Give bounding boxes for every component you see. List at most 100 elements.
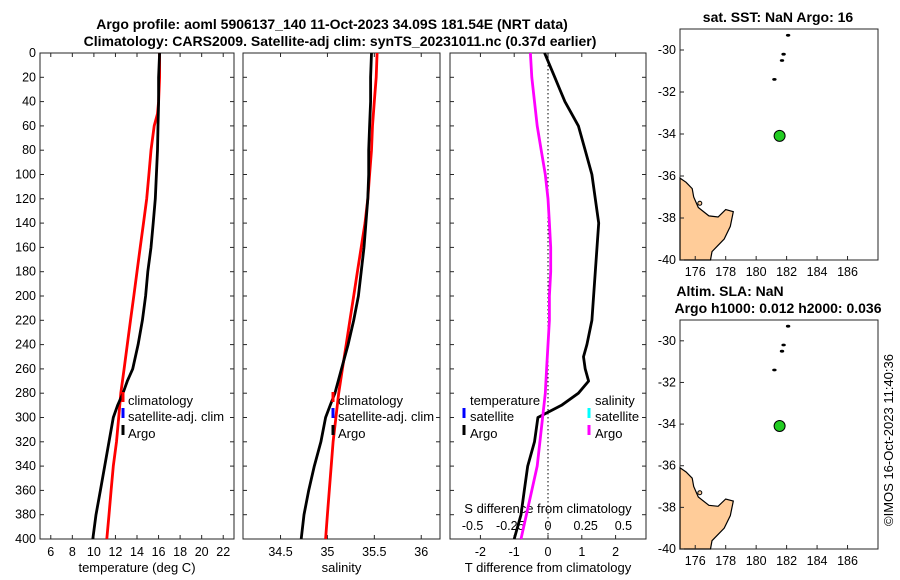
series-line-argo	[299, 52, 373, 540]
y-tick-label: -32	[658, 375, 676, 389]
x-tick-label: 182	[776, 554, 797, 568]
legend-label: Argo	[470, 426, 497, 441]
x-tick-label: 12	[108, 545, 122, 559]
legend-label: Argo	[595, 426, 622, 441]
x-tick-label: -2	[475, 545, 486, 559]
legend-label: satellite	[470, 409, 514, 424]
x-tick-label: 16	[152, 545, 166, 559]
legend-label: satellite	[595, 409, 639, 424]
island-dot	[781, 52, 786, 56]
x-tick-label: 36	[414, 545, 428, 559]
island-dot	[781, 343, 786, 347]
legend-label: temperature	[470, 393, 540, 408]
legend-label: satellite-adj. clim	[338, 409, 434, 424]
island-dot	[772, 78, 777, 81]
island-dot	[785, 324, 791, 328]
legend-label: Argo	[128, 426, 155, 441]
x-tick-label: 184	[807, 554, 828, 568]
x-tick-label: 186	[837, 265, 858, 279]
x-tick-label: 35.5	[362, 545, 386, 559]
x-tick-label: 182	[776, 265, 797, 279]
plot-frame	[242, 52, 441, 540]
legend-label: Argo	[338, 426, 365, 441]
x-tick-label: 34.5	[268, 545, 292, 559]
map2-title-line-2: Argo h1000: 0.012 h2000: 0.036	[674, 300, 881, 316]
map-altim-panel: 176 178 180 182 184 186 -30 -32 -34 -36 -38 -40	[658, 319, 879, 568]
x-tick-label: 8	[69, 545, 76, 559]
top-tick-label: 0	[545, 519, 552, 533]
y-tick-label: 320	[15, 435, 36, 449]
x-tick-label: 178	[715, 554, 736, 568]
legend-label: satellite-adj. clim	[128, 409, 224, 424]
x-tick-label: 35	[320, 545, 334, 559]
top-tick-label: -0.5	[462, 519, 484, 533]
y-tick-label: 260	[15, 362, 36, 376]
x-axis-label: salinity	[322, 560, 362, 575]
y-tick-label: 240	[15, 338, 36, 352]
y-tick-label: 400	[15, 532, 36, 546]
top-axis-label: S difference from climatology	[464, 501, 632, 516]
legend-label: climatology	[338, 393, 404, 408]
float-marker	[773, 420, 786, 432]
y-tick-label: 220	[15, 313, 36, 327]
y-tick-label: 100	[15, 168, 36, 182]
x-tick-label: 22	[216, 545, 230, 559]
map1-title: sat. SST: NaN Argo: 16	[703, 9, 854, 25]
x-axis-label: temperature (deg C)	[78, 560, 195, 575]
y-tick-label: 40	[22, 95, 36, 109]
y-tick-label: -36	[658, 459, 676, 473]
x-tick-label: 184	[807, 265, 828, 279]
y-tick-label: 60	[22, 119, 36, 133]
series-line-s-difference-argo	[519, 52, 553, 540]
x-tick-label: 18	[173, 545, 187, 559]
y-tick-label: 180	[15, 265, 36, 279]
y-tick-label: 80	[22, 143, 36, 157]
y-tick-label: 160	[15, 240, 36, 254]
map-sst-panel: 176 178 180 182 184 186 -30 -32 -34 -36 -38 -40	[658, 28, 879, 279]
y-tick-label: -30	[658, 334, 676, 348]
x-axis-label: T difference from climatology	[465, 560, 632, 575]
map2-title-line-1: Altim. SLA: NaN	[676, 283, 783, 299]
island-dot	[779, 349, 785, 353]
top-tick-label: 0.25	[574, 519, 598, 533]
y-tick-label: 340	[15, 459, 36, 473]
y-tick-label: -34	[658, 417, 676, 431]
land-mass	[679, 466, 735, 550]
x-tick-label: 180	[746, 554, 767, 568]
y-tick-label: -40	[658, 253, 676, 267]
y-tick-label: 140	[15, 216, 36, 230]
watermark: ©IMOS 16-Oct-2023 11:40:36	[881, 354, 896, 526]
x-tick-label: 20	[195, 545, 209, 559]
salinity-panel: 34.5 35 35.5 36 salinity climatologysatellite…	[242, 52, 441, 575]
y-tick-label: 360	[15, 483, 36, 497]
y-tick-label: 120	[15, 192, 36, 206]
island-dot	[772, 368, 777, 372]
y-tick-label: 200	[15, 289, 36, 303]
x-tick-label: 178	[715, 265, 736, 279]
legend-label: salinity	[595, 393, 635, 408]
x-tick-label: 176	[685, 265, 706, 279]
x-tick-label: 1	[578, 545, 585, 559]
title-line-1: Argo profile: aoml 5906137_140 11-Oct-20…	[96, 16, 568, 32]
legend-label: climatology	[128, 393, 194, 408]
series-line-climatology	[105, 53, 162, 540]
x-tick-label: 176	[685, 554, 706, 568]
x-tick-label: 2	[612, 545, 619, 559]
top-tick-label: 0.5	[615, 519, 632, 533]
series-line-climatology	[324, 52, 379, 540]
y-tick-label: -38	[658, 500, 676, 514]
series-line-argo	[91, 52, 161, 540]
y-tick-label: -30	[658, 43, 676, 57]
difference-panel: -2 -1 0 1 2T difference from climatology S di…	[449, 52, 647, 575]
y-tick-label: -38	[658, 211, 676, 225]
land-mass	[679, 176, 734, 261]
land-island	[697, 490, 703, 496]
island-dot	[779, 59, 785, 62]
x-tick-label: 6	[47, 545, 54, 559]
y-tick-label: 300	[15, 411, 36, 425]
float-marker	[773, 129, 786, 142]
y-tick-label: -34	[658, 127, 676, 141]
temperature-panel: 6 8 10 12 14 16 18 20 22020406080100120140160180…	[15, 46, 235, 575]
y-tick-label: -40	[658, 542, 676, 556]
